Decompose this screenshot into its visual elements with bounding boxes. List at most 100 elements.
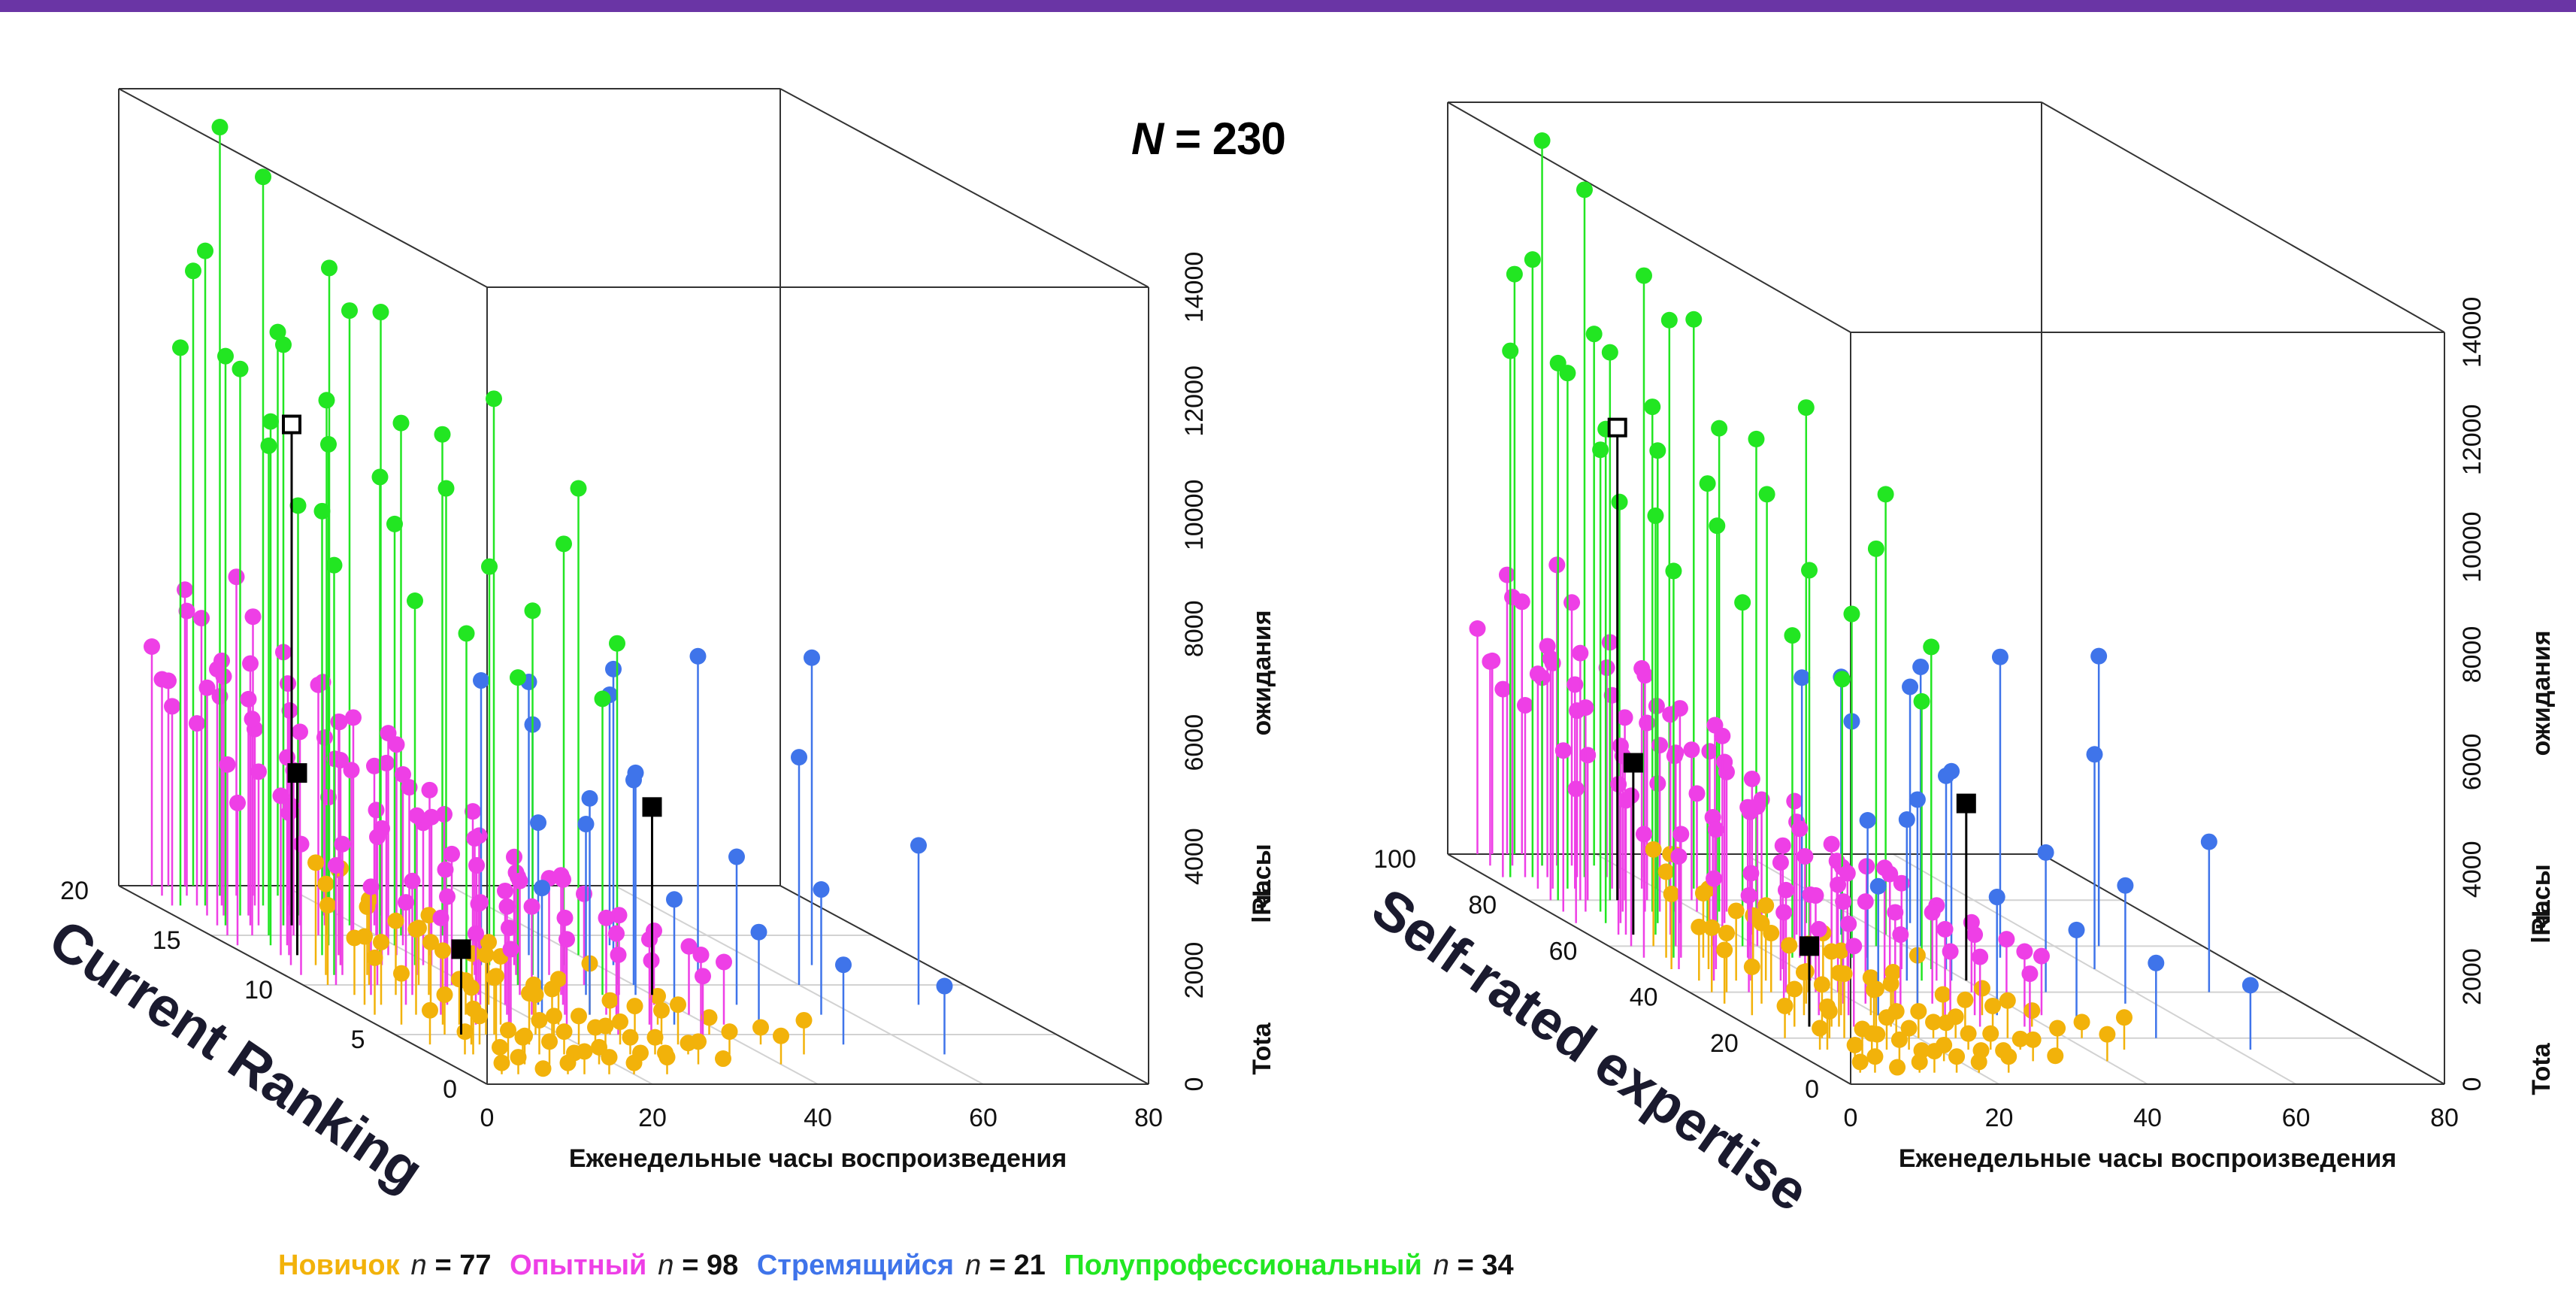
point-aspiring [1898, 811, 1915, 829]
y-tick-label: 100 [1373, 845, 1416, 874]
point-novice [521, 985, 537, 1002]
point-experienced [498, 898, 516, 915]
point-aspiring [791, 749, 807, 766]
point-experienced [555, 871, 571, 888]
point-experienced [398, 894, 414, 911]
point-experienced [1648, 698, 1665, 715]
x-tick-label: 60 [2282, 1104, 2311, 1132]
y-tick-label: 20 [60, 877, 89, 905]
median-marker-novice [451, 939, 471, 959]
point-novice [559, 1054, 577, 1071]
point-novice [1786, 980, 1803, 998]
point-experienced [292, 723, 308, 741]
legend: Новичок n = 77 Опытный n = 98 Стремящийся n = … [278, 1250, 1524, 1283]
y-tick-label: 15 [153, 926, 181, 955]
point-semipro [1699, 475, 1716, 492]
median-marker-semipro [1607, 417, 1627, 438]
point-semipro [211, 119, 229, 136]
point-novice [625, 1054, 643, 1071]
z-tick-label: 10000 [1180, 480, 1209, 551]
point-novice [1960, 1025, 1977, 1042]
point-experienced [468, 925, 484, 942]
point-semipro [1758, 486, 1775, 503]
point-experienced [502, 941, 519, 958]
point-experienced [1739, 798, 1757, 816]
point-novice [387, 912, 404, 929]
point-novice [1743, 958, 1760, 975]
point-semipro [217, 347, 234, 365]
point-experienced [272, 787, 289, 804]
point-experienced [1494, 680, 1512, 698]
point-experienced [209, 661, 226, 678]
x-tick-label: 40 [2133, 1104, 2162, 1132]
point-aspiring [1912, 658, 1930, 675]
point-aspiring [750, 923, 767, 941]
point-experienced [1688, 785, 1706, 802]
point-experienced [240, 690, 257, 707]
point-experienced [1616, 709, 1633, 726]
box-edge [118, 885, 488, 1085]
point-novice [1657, 863, 1675, 880]
point-experienced [1516, 697, 1533, 714]
point-semipro [594, 690, 611, 707]
y-tick-label: 20 [1710, 1029, 1739, 1058]
point-aspiring [1794, 669, 1811, 686]
z-tick-label: 0 [2458, 1077, 2487, 1092]
point-novice [1846, 1036, 1863, 1053]
point-novice [516, 1027, 533, 1044]
point-novice [715, 1050, 731, 1068]
point-experienced [1469, 620, 1486, 637]
point-experienced [334, 835, 351, 853]
point-experienced [1636, 667, 1654, 684]
point-experienced [1566, 676, 1584, 693]
median-marker-aspiring [1956, 793, 1976, 814]
point-semipro [1784, 627, 1801, 644]
z-tick-label: 0 [1180, 1077, 1209, 1092]
point-experienced [292, 835, 310, 853]
point-semipro [1549, 354, 1566, 371]
legend-semipro-n-var: n [1432, 1251, 1450, 1283]
point-novice [1727, 902, 1745, 920]
point-novice [1866, 1048, 1884, 1065]
point-aspiring [1909, 791, 1926, 808]
point-experienced [395, 766, 411, 783]
point-experienced [1548, 556, 1566, 574]
point-novice [622, 1029, 639, 1046]
z-axis-title-part: RL [1248, 881, 1276, 915]
scatter3d-current-ranking: 0 20 40 60 80 0 5 10 15 20 0 2000 4000 6000 8000 10000 1… [60, 88, 1276, 1173]
point-novice [1776, 997, 1794, 1014]
point-semipro [437, 480, 455, 497]
point-experienced [250, 763, 267, 780]
point-semipro [197, 242, 213, 259]
point-novice [451, 971, 468, 988]
point-experienced [1683, 741, 1700, 759]
point-novice [1911, 1053, 1928, 1071]
point-experienced [1742, 865, 1760, 882]
legend-experienced-label: Опытный [510, 1250, 647, 1281]
point-novice [2073, 1014, 2090, 1031]
z-axis-title-part: RL [2527, 901, 2556, 935]
point-experienced [680, 938, 698, 955]
total-n-var: N [1131, 114, 1164, 164]
point-experienced [1542, 650, 1559, 667]
box-edge [779, 88, 1149, 288]
point-experienced [1714, 727, 1731, 744]
x-tick-label: 20 [1985, 1104, 2014, 1132]
point-experienced [1706, 870, 1723, 887]
point-aspiring [577, 816, 595, 833]
point-experienced [345, 709, 362, 726]
point-experienced [219, 756, 236, 773]
point-experienced [1893, 874, 1910, 892]
point-experienced [443, 845, 460, 862]
point-novice [670, 996, 686, 1014]
point-experienced [242, 655, 259, 672]
point-experienced [193, 610, 210, 627]
point-experienced [178, 602, 195, 620]
point-novice [356, 928, 373, 945]
box-edge [1447, 853, 1851, 1085]
point-experienced [421, 781, 438, 798]
point-novice [2049, 1020, 2066, 1037]
point-experienced [401, 779, 418, 796]
point-novice [1716, 941, 1733, 959]
